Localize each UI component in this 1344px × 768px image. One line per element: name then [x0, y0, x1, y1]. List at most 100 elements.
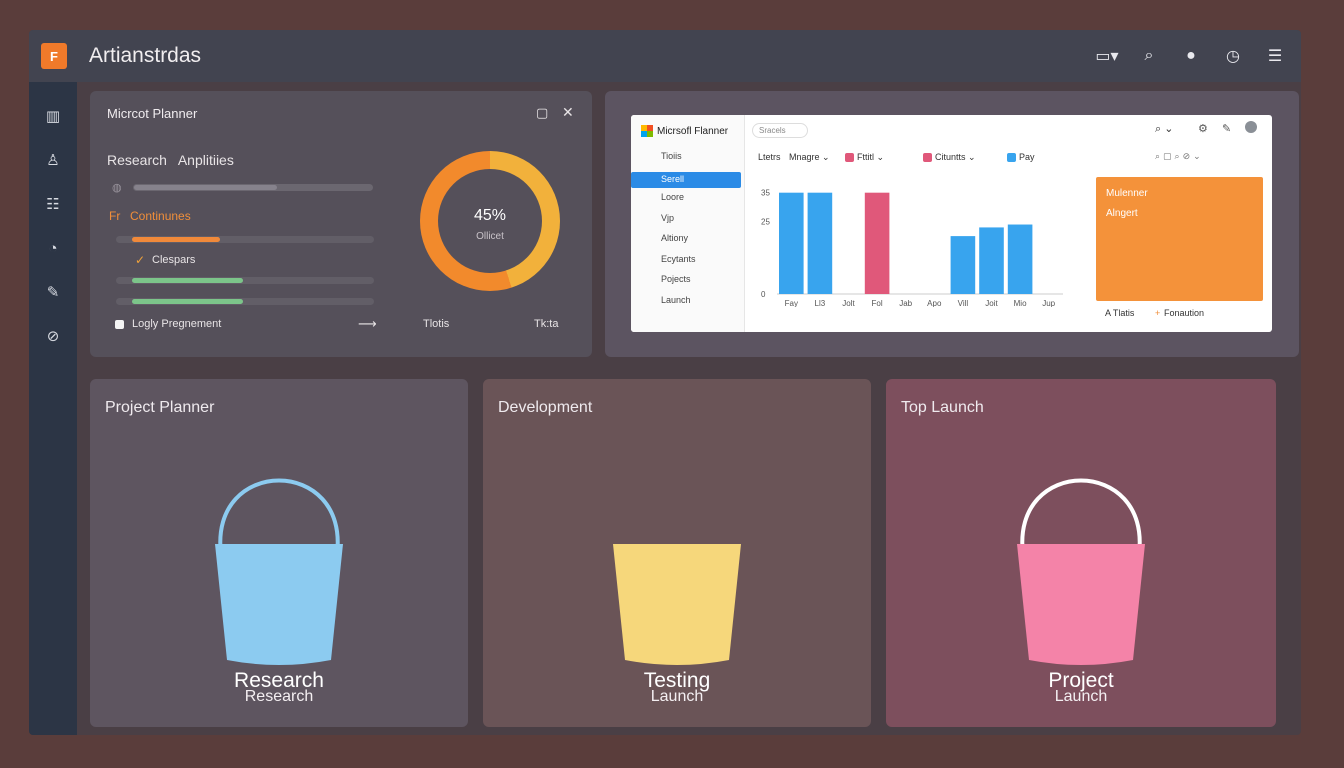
gauge-icon[interactable]: ◔ — [48, 239, 58, 257]
list-icon[interactable]: ☷ — [46, 196, 60, 213]
chart-bar — [979, 227, 1004, 294]
users-icon[interactable]: ♙ — [46, 152, 60, 169]
bucket-card-development[interactable]: Development Testing Launch — [483, 379, 871, 727]
preview-milestone-card[interactable]: Mulenner Alngert — [1096, 177, 1263, 301]
bucket-label: Testing — [643, 669, 711, 692]
preview-settings-icon[interactable]: ⚙ — [1198, 123, 1208, 135]
preview-nav-item[interactable]: Vjp — [661, 212, 675, 223]
preview-nav-item[interactable]: Loore — [661, 192, 685, 202]
chart-x-tick: Apo — [927, 299, 942, 307]
close-icon[interactable]: ✕ — [562, 104, 574, 120]
green-progress-track-1 — [116, 277, 374, 284]
chart-x-tick: Fay — [785, 299, 798, 307]
group-prefix: Fr — [109, 209, 121, 223]
top-toolbar: ▭▾ ⌕ ● ◷ ☰ — [1095, 44, 1287, 68]
edit-icon[interactable]: ✎ — [46, 284, 60, 301]
done-check-icon: ✓ — [135, 253, 146, 267]
planner-preview: Micrsofl Flanner Tioiis Serell Loore Vjp Alt… — [631, 115, 1272, 332]
research-progress-fill — [134, 185, 277, 190]
footer-mid-label: Tlotis — [423, 318, 450, 330]
bucket-card-planner[interactable]: Project Planner Research Research — [90, 379, 468, 727]
planner-panel: Micrcot Planner ▢ ✕ Research Anplitiies … — [90, 91, 592, 357]
chart-x-tick: Jab — [899, 299, 912, 307]
preview-search-input[interactable]: Sracels — [752, 123, 808, 138]
preview-search-icon[interactable]: ⌕ ⌄ — [1155, 123, 1174, 135]
arrow-right-icon[interactable]: ⟶ — [358, 316, 377, 331]
research-progress-track — [133, 184, 373, 191]
preview-panel: Micrsofl Flanner Tioiis Serell Loore Vjp Alt… — [605, 91, 1299, 357]
timer-icon[interactable]: ◷ — [1226, 48, 1240, 65]
preview-sidebar: Micrsofl Flanner Tioiis Serell Loore Vjp Alt… — [631, 115, 745, 332]
bucket-card-launch[interactable]: Top Launch Project Launch — [886, 379, 1276, 727]
green-progress-fill-1 — [132, 278, 243, 283]
preview-nav-item[interactable]: Serell — [631, 171, 741, 188]
sidebar: ▥ ♙ ☷ ◔ ✎ ⊘ — [29, 82, 77, 735]
spinner-icon: ◍ — [112, 182, 122, 194]
chart-bar — [779, 192, 804, 294]
green-progress-track-2 — [116, 298, 374, 305]
preview-nav-item[interactable]: Pojects — [661, 274, 691, 284]
preview-nav-item[interactable]: Launch — [661, 294, 691, 305]
filter-color-swatch — [923, 153, 932, 162]
expand-icon[interactable]: ▢ — [536, 105, 549, 120]
preview-avatar[interactable] — [1245, 121, 1257, 133]
chart-x-tick: Joit — [985, 299, 998, 307]
preview-bar-chart: 35 25 0 Fay Ll3 Jolt Fol Jab Apo Vill Joit Mio Jup — [761, 177, 1071, 308]
card-title: Development — [498, 399, 593, 416]
footer-right-label: Tk:ta — [534, 318, 559, 330]
preview-nav-item[interactable]: Ecytants — [661, 253, 696, 264]
preview-filter[interactable]: Pay — [1019, 152, 1035, 162]
chart-bar — [807, 192, 833, 294]
chart-x-tick: Ll3 — [815, 299, 826, 307]
layout-toggle-icon[interactable]: ▭▾ — [1095, 48, 1119, 65]
panel-title: Micrcot Planner — [107, 106, 198, 121]
preview-filter[interactable]: Ltetrs — [758, 152, 781, 162]
chart-bar — [1007, 224, 1033, 294]
bucket-label: Project — [1048, 669, 1114, 692]
card-footer: Research — [244, 688, 314, 705]
card-title: Top Launch — [901, 399, 984, 416]
card-footer: Launch — [650, 688, 704, 705]
bucket-icon: Testing — [483, 464, 871, 692]
app-title: Artianstrdas — [89, 44, 202, 67]
preview-pen-icon[interactable]: ✎ — [1222, 123, 1232, 135]
chart-x-tick: Vill — [958, 299, 969, 307]
preview-nav-item[interactable]: Altiony — [661, 233, 689, 243]
orange-progress-fill — [132, 237, 221, 242]
preview-nav-item[interactable]: Tioiis — [661, 151, 682, 161]
app-logo[interactable]: F — [41, 43, 67, 69]
donut-value: 45% — [473, 207, 507, 224]
chart-y-tick: 35 — [761, 189, 770, 198]
card-title: Project Planner — [105, 399, 215, 416]
chart-bar — [950, 236, 976, 294]
chart-bar — [864, 192, 890, 294]
card-footer: Launch — [1054, 688, 1108, 705]
preview-filter[interactable]: Mnagre ⌄ — [789, 152, 830, 162]
preview-filter[interactable]: Fttitl ⌄ — [857, 152, 885, 162]
user-icon[interactable]: ● — [1186, 47, 1196, 64]
preview-filter[interactable]: Cituntts ⌄ — [935, 152, 976, 162]
search-icon[interactable]: ⌕ — [1144, 47, 1154, 64]
preview-tool-icons[interactable]: ⌕▢⌕⊘⌄ — [1155, 151, 1204, 161]
group-label[interactable]: Continunes — [130, 209, 191, 223]
donut-center: 45% Ollicet — [438, 169, 542, 273]
progress-donut: 45% Ollicet — [420, 151, 560, 291]
preview-footer-left[interactable]: A Tlatis — [1105, 308, 1135, 318]
chart-svg: 35 25 0 Fay Ll3 Jolt Fol Jab Apo Vill Joit Mio Jup — [761, 189, 1063, 308]
chart-y-tick: 25 — [761, 218, 770, 227]
bucket-label: Research — [234, 669, 324, 692]
checkbox-label: Logly Pregnement — [132, 318, 222, 330]
chart-x-tick: Jolt — [842, 299, 855, 307]
orange-progress-track — [116, 236, 374, 243]
chart-x-tick: Mio — [1014, 299, 1027, 307]
chart-icon[interactable]: ▥ — [45, 108, 61, 125]
preview-footer-right[interactable]: Fonaution — [1164, 308, 1205, 318]
section-heading: Research Anplitiies — [107, 152, 234, 168]
check-icon[interactable]: ⊘ — [46, 328, 60, 345]
chart-x-tick: Jup — [1042, 299, 1055, 307]
menu-icon[interactable]: ☰ — [1267, 48, 1283, 65]
checkbox[interactable] — [115, 320, 124, 329]
bucket-icon: Project — [886, 464, 1276, 692]
filter-color-swatch — [1007, 153, 1016, 162]
logo-text: F — [50, 48, 58, 64]
